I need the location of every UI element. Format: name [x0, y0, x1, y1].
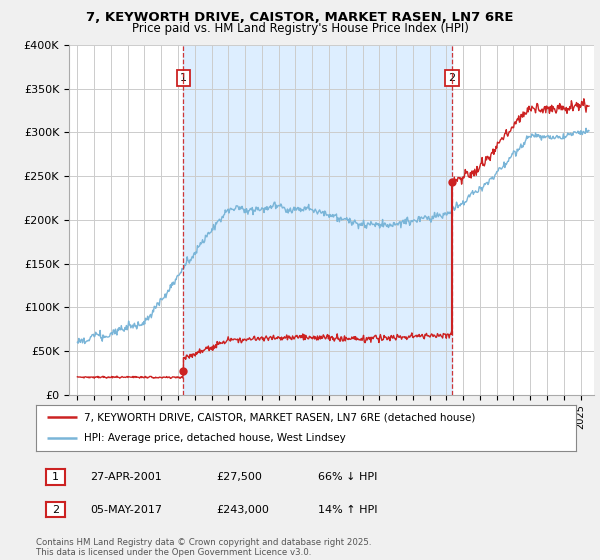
Text: Contains HM Land Registry data © Crown copyright and database right 2025.
This d: Contains HM Land Registry data © Crown c…	[36, 538, 371, 557]
Text: 66% ↓ HPI: 66% ↓ HPI	[318, 472, 377, 482]
Text: £243,000: £243,000	[216, 505, 269, 515]
Text: 14% ↑ HPI: 14% ↑ HPI	[318, 505, 377, 515]
Text: 7, KEYWORTH DRIVE, CAISTOR, MARKET RASEN, LN7 6RE: 7, KEYWORTH DRIVE, CAISTOR, MARKET RASEN…	[86, 11, 514, 24]
Text: 2: 2	[449, 73, 455, 83]
Text: 1: 1	[52, 472, 59, 482]
Text: 7, KEYWORTH DRIVE, CAISTOR, MARKET RASEN, LN7 6RE (detached house): 7, KEYWORTH DRIVE, CAISTOR, MARKET RASEN…	[83, 412, 475, 422]
Text: 05-MAY-2017: 05-MAY-2017	[90, 505, 162, 515]
Text: £27,500: £27,500	[216, 472, 262, 482]
Bar	[184, 45, 452, 395]
Text: 1: 1	[180, 73, 187, 83]
Text: HPI: Average price, detached house, West Lindsey: HPI: Average price, detached house, West…	[83, 433, 345, 444]
Text: 27-APR-2001: 27-APR-2001	[90, 472, 162, 482]
Text: 2: 2	[52, 505, 59, 515]
Text: Price paid vs. HM Land Registry's House Price Index (HPI): Price paid vs. HM Land Registry's House …	[131, 22, 469, 35]
